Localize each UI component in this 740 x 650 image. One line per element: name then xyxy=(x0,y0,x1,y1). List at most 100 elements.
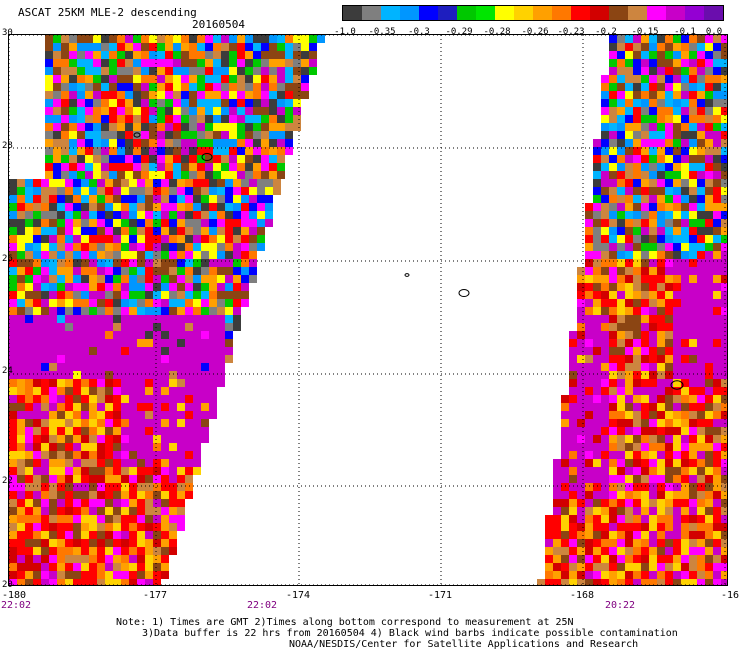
swath-pixel-left xyxy=(189,163,197,171)
swath-pixel-left xyxy=(121,419,129,427)
swath-pixel-left xyxy=(221,123,229,131)
swath-pixel-left xyxy=(121,411,129,419)
swath-pixel-left xyxy=(113,499,121,507)
swath-pixel-right xyxy=(633,499,641,507)
swath-pixel-right xyxy=(665,531,673,539)
swath-pixel-left xyxy=(177,395,185,403)
swath-pixel-left xyxy=(173,115,181,123)
swath-pixel-right xyxy=(657,379,665,387)
swath-pixel-left xyxy=(9,555,17,563)
swath-pixel-right xyxy=(617,387,625,395)
swath-pixel-left xyxy=(265,203,273,211)
swath-pixel-left xyxy=(149,83,157,91)
swath-pixel-right xyxy=(657,555,665,563)
swath-pixel-right xyxy=(649,43,657,51)
swath-pixel-left xyxy=(77,59,85,67)
swath-pixel-left xyxy=(165,123,173,131)
swath-pixel-right xyxy=(705,163,713,171)
swath-pixel-right xyxy=(577,275,585,283)
swath-pixel-left xyxy=(241,299,249,307)
swath-pixel-left xyxy=(189,35,197,43)
swath-pixel-left xyxy=(193,459,201,467)
swath-pixel-left xyxy=(209,195,217,203)
swath-pixel-right xyxy=(665,355,673,363)
swath-pixel-right xyxy=(705,347,713,355)
swath-pixel-left xyxy=(153,499,161,507)
swath-pixel-left xyxy=(113,427,121,435)
swath-pixel-left xyxy=(157,51,165,59)
swath-pixel-right xyxy=(665,195,673,203)
swath-pixel-left xyxy=(301,59,309,67)
swath-pixel-left xyxy=(17,443,25,451)
swath-pixel-right xyxy=(649,283,657,291)
swath-pixel-left xyxy=(249,227,257,235)
swath-pixel-right xyxy=(585,411,593,419)
swath-pixel-right xyxy=(705,59,713,67)
swath-pixel-left xyxy=(57,571,65,579)
swath-pixel-right xyxy=(641,195,649,203)
swath-pixel-right xyxy=(601,459,609,467)
swath-pixel-left xyxy=(225,267,233,275)
swath-pixel-right xyxy=(553,531,561,539)
swath-pixel-left xyxy=(245,147,253,155)
swath-pixel-left xyxy=(33,443,41,451)
swath-pixel-right xyxy=(665,323,673,331)
swath-pixel-left xyxy=(105,491,113,499)
swath-pixel-right xyxy=(625,555,633,563)
swath-pixel-left xyxy=(33,499,41,507)
swath-pixel-left xyxy=(233,203,241,211)
swath-pixel-left xyxy=(213,67,221,75)
swath-pixel-left xyxy=(133,75,141,83)
swath-pixel-right xyxy=(577,387,585,395)
swath-pixel-right xyxy=(673,515,681,523)
swath-pixel-right xyxy=(601,163,609,171)
swath-pixel-left xyxy=(201,187,209,195)
swath-pixel-left xyxy=(169,523,177,531)
swath-pixel-left xyxy=(17,203,25,211)
swath-pixel-left xyxy=(17,243,25,251)
swath-pixel-left xyxy=(177,211,185,219)
swath-pixel-right xyxy=(665,403,673,411)
swath-pixel-left xyxy=(73,395,81,403)
swath-pixel-left xyxy=(257,243,265,251)
swath-pixel-right xyxy=(585,387,593,395)
swath-pixel-left xyxy=(89,451,97,459)
swath-pixel-left xyxy=(77,131,85,139)
swath-pixel-left xyxy=(81,483,89,491)
swath-pixel-left xyxy=(33,307,41,315)
swath-pixel-right xyxy=(697,139,705,147)
swath-pixel-left xyxy=(49,259,57,267)
swath-pixel-left xyxy=(249,187,257,195)
swath-pixel-left xyxy=(237,107,245,115)
swath-pixel-left xyxy=(89,395,97,403)
swath-pixel-left xyxy=(137,395,145,403)
swath-pixel-left xyxy=(105,523,113,531)
swath-pixel-right xyxy=(681,323,689,331)
swath-pixel-left xyxy=(41,339,49,347)
swath-pixel-left xyxy=(97,187,105,195)
swath-pixel-right xyxy=(561,475,569,483)
swath-pixel-left xyxy=(109,155,117,163)
swath-pixel-right xyxy=(713,35,721,43)
swath-pixel-left xyxy=(185,307,193,315)
swath-pixel-left xyxy=(81,275,89,283)
swath-pixel-left xyxy=(49,323,57,331)
swath-pixel-right xyxy=(681,395,689,403)
swath-pixel-left xyxy=(185,195,193,203)
swath-pixel-right xyxy=(633,435,641,443)
swath-pixel-left xyxy=(145,371,153,379)
swath-pixel-left xyxy=(17,491,25,499)
swath-pixel-left xyxy=(169,227,177,235)
swath-pixel-right xyxy=(665,35,673,43)
swath-pixel-left xyxy=(9,347,17,355)
swath-pixel-left xyxy=(61,99,69,107)
swath-pixel-left xyxy=(89,371,97,379)
swath-pixel-left xyxy=(153,251,161,259)
swath-pixel-left xyxy=(165,91,173,99)
swath-pixel-right xyxy=(649,507,657,515)
swath-pixel-right xyxy=(625,83,633,91)
swath-pixel-left xyxy=(149,67,157,75)
swath-pixel-left xyxy=(225,323,233,331)
swath-pixel-left xyxy=(89,283,97,291)
swath-pixel-left xyxy=(217,211,225,219)
